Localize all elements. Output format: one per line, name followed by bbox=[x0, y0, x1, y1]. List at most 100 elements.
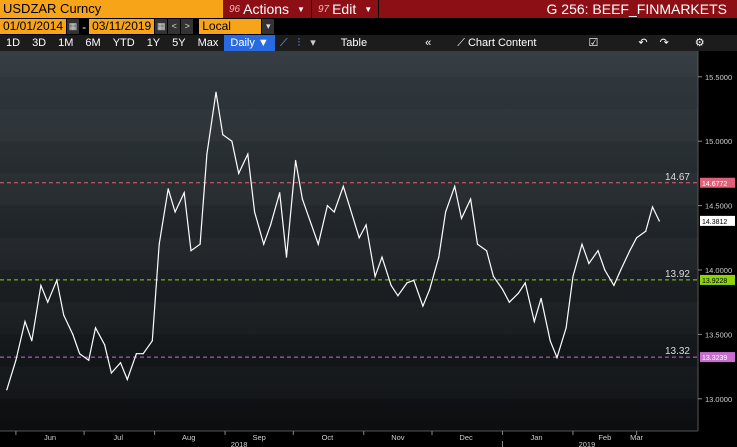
last-price-badge bbox=[700, 215, 735, 226]
price-point bbox=[285, 256, 288, 258]
price-point bbox=[470, 198, 472, 200]
price-point bbox=[72, 333, 74, 335]
price-point bbox=[24, 320, 26, 323]
y-tick-label: 14.0000 bbox=[705, 266, 732, 275]
x-tick-label: Mar bbox=[630, 433, 643, 442]
x-year-label: 2019 bbox=[579, 440, 596, 447]
collapse-icon[interactable]: « bbox=[425, 37, 432, 49]
price-point bbox=[56, 279, 58, 281]
price-point bbox=[486, 250, 488, 252]
prev-arrow-icon[interactable]: < bbox=[168, 19, 181, 34]
y-tick-label: 13.5000 bbox=[705, 330, 732, 339]
calendar-icon[interactable]: ▦ bbox=[67, 19, 80, 34]
background-band bbox=[0, 51, 698, 77]
x-tick-label: Sep bbox=[253, 433, 266, 442]
actions-shortcut: 96 bbox=[229, 3, 241, 15]
currency-dropdown-icon[interactable]: ▾ bbox=[262, 19, 275, 34]
price-point bbox=[167, 188, 169, 190]
edit-menu[interactable]: 97 Edit ▼ bbox=[312, 0, 380, 18]
x-tick-label: Dec bbox=[459, 433, 473, 442]
security-title[interactable]: USDZAR Curncy bbox=[0, 0, 223, 18]
price-chart[interactable]: 15.5000 15.0000 14.5000 14.0000 13.5000 13.00… bbox=[0, 51, 737, 447]
level-badge-text: 13.9228 bbox=[702, 278, 727, 285]
price-point bbox=[104, 344, 106, 346]
end-date-field[interactable]: 03/11/2019 bbox=[89, 19, 155, 34]
caret-down-icon: ▼ bbox=[297, 4, 305, 14]
currency-select[interactable]: Local CCY bbox=[199, 19, 262, 48]
chart-content-icon: ⟋ bbox=[457, 37, 465, 49]
price-point bbox=[222, 134, 224, 136]
price-point bbox=[94, 327, 97, 329]
price-point bbox=[358, 237, 360, 239]
price-point bbox=[88, 359, 90, 361]
redo-icon[interactable]: ↷ bbox=[659, 37, 669, 49]
price-point bbox=[381, 256, 383, 258]
period-max[interactable]: Max bbox=[197, 37, 219, 49]
price-point bbox=[342, 185, 344, 187]
period-1m[interactable]: 1M bbox=[58, 37, 74, 49]
line-chart-icon[interactable]: ⟋ bbox=[279, 37, 288, 49]
calendar-icon[interactable]: ▦ bbox=[155, 19, 168, 34]
caret-down-icon: ▼ bbox=[257, 37, 269, 49]
level-badge-high bbox=[700, 177, 735, 188]
price-point bbox=[645, 230, 647, 232]
x-tick-label: Oct bbox=[322, 433, 335, 442]
level-label: 13.92 bbox=[665, 269, 690, 280]
price-point bbox=[190, 250, 192, 252]
start-date-field[interactable]: 01/01/2014 bbox=[0, 19, 67, 34]
chart-content-label: Chart Content bbox=[467, 37, 537, 49]
price-point bbox=[476, 243, 479, 245]
price-point bbox=[454, 185, 456, 187]
frequency-select[interactable]: Daily ▼ bbox=[224, 35, 275, 51]
price-point bbox=[636, 237, 638, 239]
y-tick-label: 15.0000 bbox=[705, 137, 732, 146]
price-point bbox=[206, 153, 208, 155]
price-point bbox=[413, 279, 415, 281]
next-arrow-icon[interactable]: > bbox=[181, 19, 194, 34]
period-1y[interactable]: 1Y bbox=[146, 37, 161, 49]
x-tick-label: Jan bbox=[531, 433, 543, 442]
candlestick-icon[interactable]: ⫶ bbox=[297, 37, 301, 49]
price-point bbox=[231, 140, 233, 142]
price-point bbox=[604, 269, 606, 271]
price-point bbox=[365, 224, 367, 226]
undo-icon[interactable]: ↶ bbox=[638, 37, 648, 49]
background-band bbox=[0, 173, 698, 205]
annotate-icon[interactable]: ☑ bbox=[588, 37, 599, 49]
price-point bbox=[620, 269, 622, 271]
price-point bbox=[247, 153, 249, 155]
price-point bbox=[629, 250, 631, 252]
range-dash: - bbox=[82, 19, 87, 34]
period-3d[interactable]: 3D bbox=[32, 37, 47, 49]
price-point bbox=[135, 353, 137, 355]
price-point bbox=[374, 275, 376, 277]
price-point bbox=[533, 320, 535, 323]
price-point bbox=[31, 340, 33, 342]
actions-menu[interactable]: 96 Actions ▼ bbox=[223, 0, 312, 18]
period-1d[interactable]: 1D bbox=[6, 37, 21, 49]
price-point bbox=[174, 211, 176, 213]
period-6m[interactable]: 6M bbox=[85, 37, 101, 49]
price-point bbox=[63, 314, 65, 316]
price-point bbox=[263, 243, 265, 245]
gear-icon[interactable]: ⚙ bbox=[694, 37, 705, 49]
period-5y[interactable]: 5Y bbox=[172, 37, 186, 49]
price-point bbox=[397, 295, 399, 297]
price-point bbox=[349, 207, 351, 209]
level-badge-low bbox=[700, 352, 735, 363]
period-ytd[interactable]: YTD bbox=[112, 37, 135, 49]
price-point bbox=[317, 243, 319, 245]
chart-type-dropdown-icon[interactable]: ▾ bbox=[310, 37, 316, 49]
price-point bbox=[422, 305, 424, 307]
title-bar: USDZAR Curncy 96 Actions ▼ 97 Edit ▼ G 2… bbox=[0, 0, 737, 18]
price-point bbox=[524, 282, 526, 284]
level-label: 13.32 bbox=[665, 346, 690, 357]
table-button[interactable]: Table bbox=[340, 37, 368, 49]
price-point bbox=[508, 301, 510, 303]
chart-content-button[interactable]: ⟋ Chart Content bbox=[451, 35, 542, 51]
price-point bbox=[565, 327, 567, 329]
price-point bbox=[333, 211, 335, 213]
price-point bbox=[126, 378, 128, 381]
price-point bbox=[597, 250, 599, 252]
caret-down-icon: ▼ bbox=[364, 4, 373, 14]
